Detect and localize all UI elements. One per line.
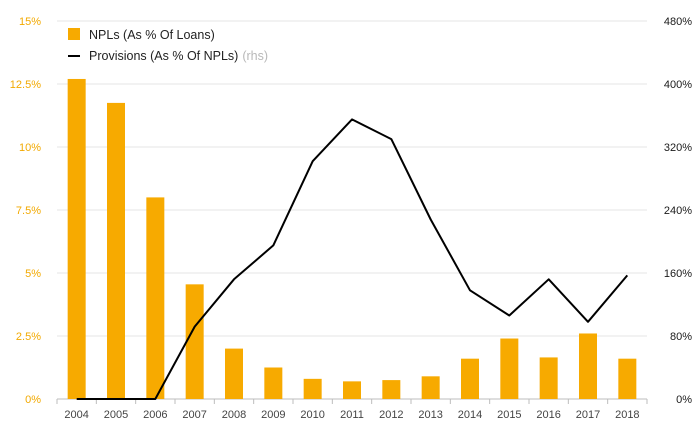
legend-swatch-npl xyxy=(68,28,80,40)
npl-bar-2005 xyxy=(107,102,125,400)
left-tick-label: 5% xyxy=(25,268,41,280)
legend-label-provisions-suffix: (rhs) xyxy=(242,49,268,63)
npl-bar-2016 xyxy=(539,357,558,399)
npl-bar-2013 xyxy=(421,376,440,399)
right-tick-label: 240% xyxy=(664,205,692,217)
x-tick-label: 2004 xyxy=(64,409,88,421)
npl-bar-2012 xyxy=(382,380,401,399)
provisions-line-group xyxy=(76,118,629,400)
x-tick-label: 2006 xyxy=(143,409,167,421)
x-tick-label: 2005 xyxy=(104,409,128,421)
x-tick-label: 2018 xyxy=(615,409,639,421)
legend-label-provisions: Provisions (As % Of NPLs) (rhs) xyxy=(89,49,268,63)
npl-bar-2009 xyxy=(264,367,283,399)
x-tick-label: 2015 xyxy=(497,409,521,421)
x-tick-label: 2013 xyxy=(418,409,442,421)
right-tick-label: 480% xyxy=(664,16,692,28)
right-tick-label: 0% xyxy=(676,394,692,406)
npl-bar-2018 xyxy=(618,358,637,399)
x-tick-label: 2007 xyxy=(182,409,206,421)
left-tick-label: 2.5% xyxy=(16,331,41,343)
right-tick-label: 160% xyxy=(664,268,692,280)
right-tick-label: 80% xyxy=(670,331,692,343)
right-axis: 0% 80% 160% 240% 320% 400% 480% xyxy=(664,16,692,406)
npl-bar-2008 xyxy=(225,348,243,399)
x-tick-label: 2014 xyxy=(458,409,482,421)
x-tick-label: 2009 xyxy=(261,409,285,421)
x-tick-label: 2010 xyxy=(300,409,324,421)
npl-bar-2004 xyxy=(67,78,86,400)
x-tick-label: 2008 xyxy=(222,409,246,421)
right-tick-label: 400% xyxy=(664,79,692,91)
x-tick-label: 2011 xyxy=(340,409,364,421)
npl-bar-2011 xyxy=(343,381,361,399)
x-axis: 2004 2005 2006 2007 2008 2009 2010 2011 2012 2013… xyxy=(64,409,639,421)
npl-bar-2010 xyxy=(303,378,322,399)
left-tick-label: 12.5% xyxy=(10,79,41,91)
left-axis: 0% 2.5% 5% 7.5% 10% 12.5% 15% xyxy=(10,16,41,406)
gridlines xyxy=(56,20,648,404)
x-tick-label: 2016 xyxy=(536,409,560,421)
x-tick-label: 2017 xyxy=(576,409,600,421)
provisions-line xyxy=(76,118,629,400)
legend-label-npl: NPLs (As % Of Loans) xyxy=(89,28,215,42)
npl-bar-2007 xyxy=(185,284,204,399)
left-tick-label: 10% xyxy=(19,142,41,154)
legend-label-provisions-name: Provisions (As % Of NPLs) xyxy=(89,49,238,63)
left-tick-label: 0% xyxy=(25,394,41,406)
legend: NPLs (As % Of Loans) Provisions (As % Of… xyxy=(68,28,268,63)
left-tick-label: 15% xyxy=(19,16,41,28)
x-tick-label: 2012 xyxy=(379,409,403,421)
npl-bar-2006 xyxy=(146,197,165,399)
npl-bars xyxy=(67,78,637,400)
npl-bar-2017 xyxy=(579,333,597,399)
npl-bar-2015 xyxy=(500,338,519,399)
right-tick-label: 320% xyxy=(664,142,692,154)
npl-bar-2014 xyxy=(461,358,479,399)
left-tick-label: 7.5% xyxy=(16,205,41,217)
